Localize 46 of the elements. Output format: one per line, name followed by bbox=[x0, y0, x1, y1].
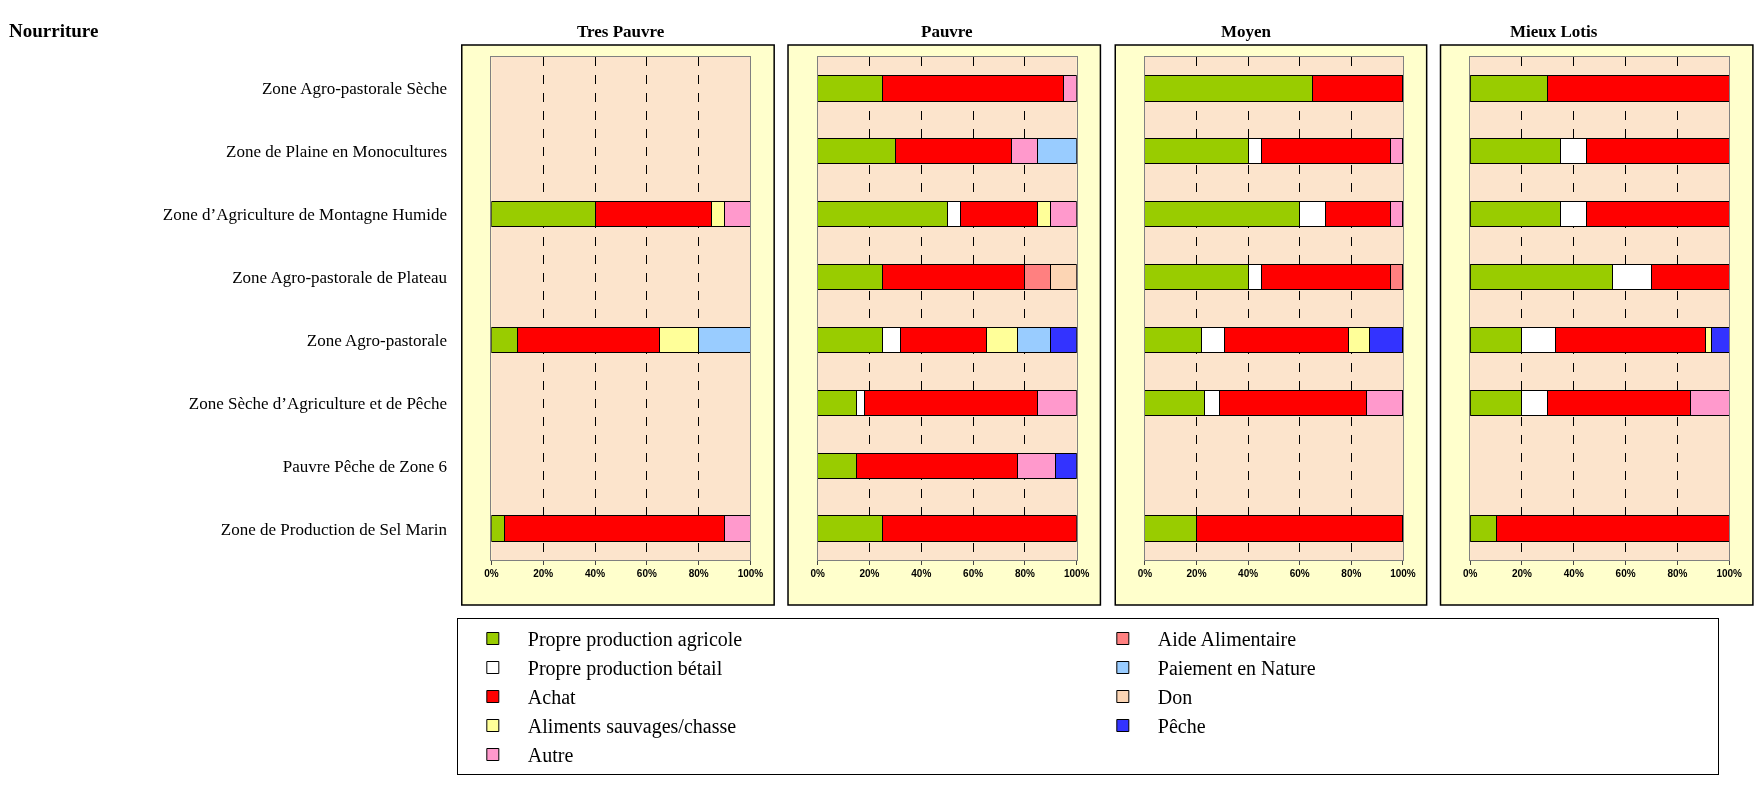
y-tick-label: Zone Agro-pastorale de Plateau bbox=[232, 268, 448, 288]
chart-title: Tres Pauvre bbox=[577, 22, 665, 41]
x-tick-label: 20% bbox=[1186, 568, 1207, 579]
x-tick-label: 0% bbox=[484, 568, 499, 579]
x-tick-label: 40% bbox=[1238, 568, 1259, 579]
x-tick-label: 80% bbox=[688, 568, 709, 579]
y-tick-label: Zone de Plaine en Monocultures bbox=[226, 142, 448, 162]
x-tick-label: 80% bbox=[1014, 568, 1036, 579]
legend-label: Paiement en Nature bbox=[1157, 657, 1316, 680]
x-tick-label: 0% bbox=[1137, 568, 1153, 579]
y-tick-label: Zone d’Agriculture de Montagne Humide bbox=[162, 205, 448, 225]
y-tick-label: Zone Agro-pastorale Sèche bbox=[261, 79, 448, 99]
x-tick-label: 20% bbox=[1511, 568, 1533, 579]
x-tick-label: 100% bbox=[1390, 568, 1416, 579]
y-tick-label: Pauvre Pêche de Zone 6 bbox=[282, 456, 448, 476]
x-tick-label: 100% bbox=[737, 568, 764, 579]
legend-label: Pêche bbox=[1157, 715, 1206, 738]
chart-title: Pauvre bbox=[921, 22, 974, 41]
x-tick-label: 60% bbox=[963, 568, 984, 579]
x-tick-label: 60% bbox=[636, 568, 657, 579]
x-tick-label: 60% bbox=[1615, 568, 1636, 579]
legend-label: Propre production bétail bbox=[527, 657, 723, 681]
x-tick-label: 80% bbox=[1667, 568, 1688, 579]
x-tick-label: 20% bbox=[533, 568, 554, 579]
legend-label: Autre bbox=[527, 744, 574, 767]
y-tick-label: Zone Agro-pastorale bbox=[306, 330, 448, 350]
x-tick-label: 100% bbox=[1716, 568, 1743, 579]
x-tick-label: 60% bbox=[1289, 568, 1310, 579]
legend-label: Propre production agricole bbox=[527, 628, 743, 652]
x-tick-label: 40% bbox=[1563, 568, 1584, 579]
x-tick-label: 20% bbox=[859, 568, 880, 579]
x-tick-label: 40% bbox=[585, 568, 606, 579]
legend-label: Aliments sauvages/chasse bbox=[527, 715, 737, 739]
x-tick-label: 0% bbox=[1462, 568, 1478, 579]
legend-label: Achat bbox=[527, 686, 577, 709]
legend-label: Aide Alimentaire bbox=[1157, 628, 1297, 651]
x-tick-label: 0% bbox=[810, 568, 826, 579]
y-tick-label: Zone Sèche d’Agriculture et de Pêche bbox=[188, 393, 448, 413]
x-tick-label: 100% bbox=[1063, 568, 1090, 579]
text: Nourriture bbox=[9, 20, 99, 41]
legend-label: Don bbox=[1157, 686, 1193, 709]
x-tick-label: 80% bbox=[1341, 568, 1362, 579]
x-tick-label: 40% bbox=[911, 568, 932, 579]
y-tick-label: Zone de Production de Sel Marin bbox=[220, 519, 448, 539]
chart-title: Moyen bbox=[1221, 22, 1272, 41]
chart-title: Mieux Lotis bbox=[1510, 22, 1598, 41]
